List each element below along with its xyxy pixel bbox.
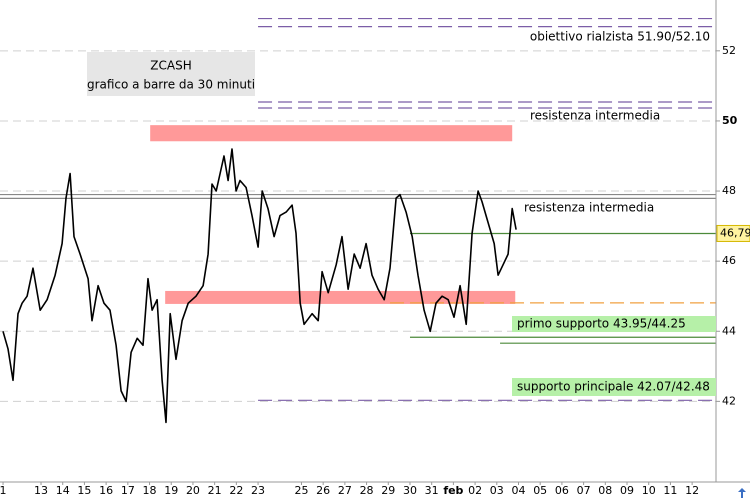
x-tick-label: 1 [0,484,7,497]
x-tick-label: 20 [186,484,200,497]
x-tick-label: 21 [208,484,222,497]
x-tick-label: 29 [381,484,395,497]
x-tick-label: 18 [143,484,157,497]
y-tick-label: 46 [722,254,736,267]
x-tick-label: 23 [251,484,265,497]
x-tick-label: 25 [294,484,308,497]
title-box [87,52,255,96]
x-tick-label: 08 [598,484,612,497]
x-tick-label: 27 [338,484,352,497]
y-tick-label: 42 [722,394,736,407]
y-tick-label: 44 [722,324,736,337]
price-tag [716,224,750,242]
x-tick-label: 04 [511,484,525,497]
zone [165,290,516,304]
x-tick-label: 15 [77,484,91,497]
x-tick-label: 07 [577,484,591,497]
x-tick-label: 11 [663,484,677,497]
x-tick-label: 31 [425,484,439,497]
y-tick-label: 48 [722,184,736,197]
x-tick-label: feb [443,484,463,497]
scroll-icon[interactable] [738,488,746,498]
annotation: resistenza intermedia [530,109,660,123]
x-tick-label: 02 [468,484,482,497]
annotation: supporto principale 42.07/42.48 [517,380,710,394]
y-tick-label: 52 [722,44,736,57]
chart-title: ZCASH [150,59,191,73]
price-line [2,148,517,424]
x-tick-label: 16 [99,484,113,497]
x-tick-label: 28 [360,484,374,497]
x-tick-label: 05 [533,484,547,497]
x-tick-label: 09 [620,484,634,497]
x-tick-label: 30 [403,484,417,497]
x-tick-label: 06 [555,484,569,497]
annotation-box [512,378,716,396]
x-tick-label: 14 [56,484,70,497]
annotation: primo supporto 43.95/44.25 [517,317,686,331]
annotation-box [512,316,716,332]
price-tag-label: 46,79 [720,226,750,239]
x-tick-label: 10 [642,484,656,497]
x-tick-label: 17 [121,484,135,497]
x-tick-label: 03 [490,484,504,497]
x-tick-label: 26 [316,484,330,497]
x-tick-label: 13 [34,484,48,497]
y-tick-label: 50 [722,114,738,127]
annotation: obiettivo rialzista 51.90/52.10 [530,30,710,44]
chart-subtitle: grafico a barre da 30 minuti [87,78,255,92]
x-tick-label: 12 [685,484,699,497]
zone [150,125,513,142]
annotation: resistenza intermedia [524,201,654,215]
x-tick-label: 22 [229,484,243,497]
x-tick-label: 19 [164,484,178,497]
